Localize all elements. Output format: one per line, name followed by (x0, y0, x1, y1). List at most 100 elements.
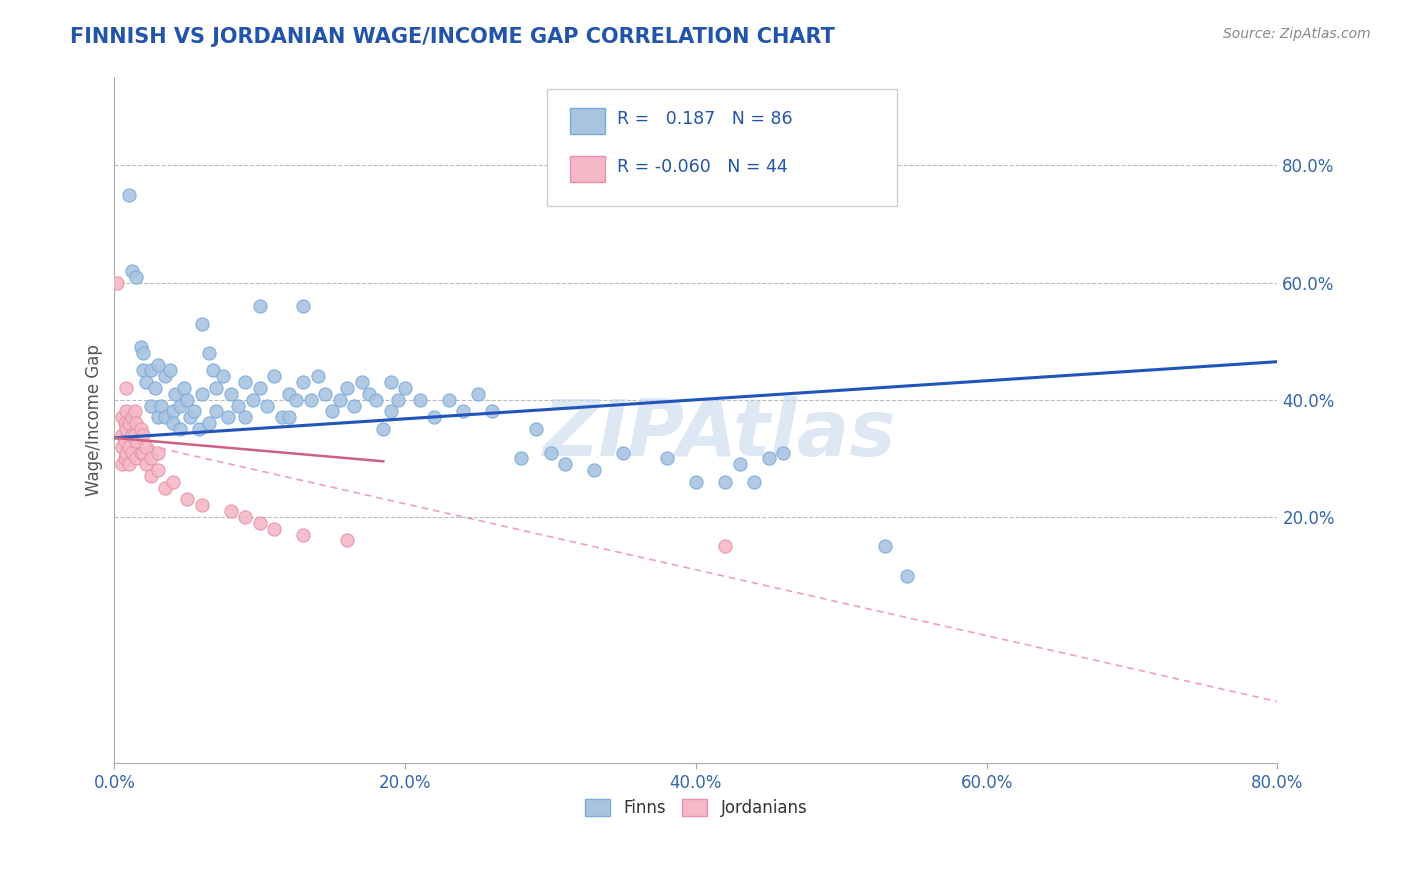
Point (758, 451, 780, 466)
Point (292, 527, 315, 541)
Text: ZIPAtlas: ZIPAtlas (543, 396, 896, 472)
Point (132, 428, 155, 442)
Point (249, 299, 271, 313)
Point (263, 522, 285, 536)
Point (176, 392, 198, 407)
Point (155, 481, 177, 495)
Point (714, 539, 737, 553)
Point (125, 434, 148, 448)
Point (742, 475, 765, 489)
Point (314, 387, 336, 401)
Point (249, 516, 271, 530)
Point (292, 299, 315, 313)
Point (129, 340, 152, 354)
Point (114, 434, 136, 448)
Point (146, 410, 169, 425)
Point (336, 381, 359, 395)
Point (125, 451, 148, 466)
Point (121, 428, 143, 442)
Point (256, 399, 278, 413)
Point (139, 451, 162, 466)
Point (115, 422, 138, 436)
Point (146, 358, 169, 372)
Point (143, 381, 166, 395)
Point (233, 510, 256, 524)
Point (540, 445, 562, 459)
Point (115, 381, 138, 395)
Point (612, 445, 634, 459)
Point (129, 422, 152, 436)
Point (583, 463, 606, 477)
Point (198, 416, 221, 430)
Point (481, 404, 503, 418)
Point (114, 451, 136, 466)
Point (121, 264, 143, 278)
Point (198, 346, 221, 360)
Point (162, 416, 184, 430)
Point (165, 387, 187, 401)
Point (190, 317, 212, 331)
Point (233, 410, 256, 425)
Point (176, 492, 198, 507)
Point (139, 469, 162, 483)
Point (219, 504, 242, 518)
Point (409, 392, 432, 407)
Point (124, 404, 146, 418)
Point (873, 539, 896, 553)
Point (169, 422, 191, 436)
Point (270, 410, 292, 425)
Point (183, 404, 205, 418)
Point (285, 392, 308, 407)
Point (149, 399, 172, 413)
Point (129, 445, 152, 459)
Point (132, 363, 155, 377)
Text: Source: ZipAtlas.com: Source: ZipAtlas.com (1223, 27, 1371, 41)
Point (453, 404, 475, 418)
Point (212, 369, 235, 384)
Point (159, 363, 181, 377)
Point (219, 387, 242, 401)
Point (350, 375, 373, 389)
Point (714, 475, 737, 489)
Point (162, 475, 184, 489)
Point (321, 404, 343, 418)
Point (307, 369, 329, 384)
Point (233, 375, 256, 389)
Point (277, 387, 299, 401)
Point (121, 445, 143, 459)
Point (655, 451, 678, 466)
Legend: Finns, Jordanians: Finns, Jordanians (578, 792, 814, 823)
Point (364, 392, 387, 407)
Point (896, 568, 918, 582)
Point (685, 475, 707, 489)
Point (146, 445, 169, 459)
Point (115, 404, 138, 418)
Point (135, 440, 157, 454)
Point (115, 445, 138, 459)
Point (554, 457, 576, 471)
Point (299, 392, 322, 407)
Point (111, 410, 134, 425)
Point (132, 445, 155, 459)
Text: FINNISH VS JORDANIAN WAGE/INCOME GAP CORRELATION CHART: FINNISH VS JORDANIAN WAGE/INCOME GAP COR… (70, 27, 835, 46)
Point (114, 416, 136, 430)
Point (772, 445, 794, 459)
Point (263, 369, 285, 384)
Point (226, 399, 249, 413)
Point (373, 422, 395, 436)
Point (190, 387, 212, 401)
Point (467, 387, 489, 401)
Point (111, 428, 134, 442)
Point (139, 363, 162, 377)
Point (277, 410, 299, 425)
Text: R =   0.187   N = 86: R = 0.187 N = 86 (617, 111, 793, 128)
Point (329, 392, 352, 407)
Point (111, 440, 134, 454)
Point (146, 463, 169, 477)
Point (111, 457, 134, 471)
Bar (571, 156, 605, 182)
Point (524, 422, 547, 436)
Point (357, 387, 380, 401)
Point (162, 404, 184, 418)
Point (121, 410, 143, 425)
